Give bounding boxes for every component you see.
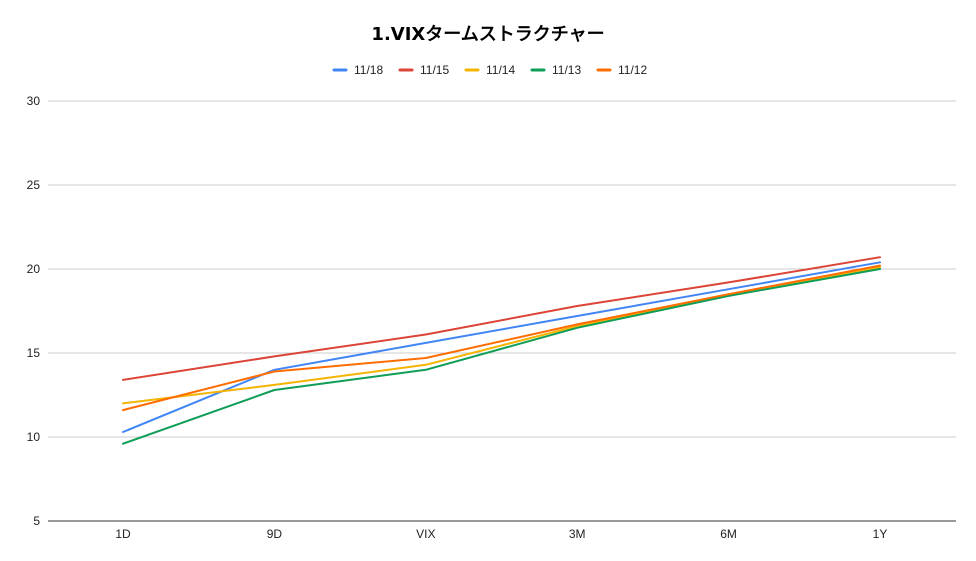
legend-item: 11/15: [398, 63, 449, 77]
y-tick-label: 15: [27, 346, 41, 360]
legend-label: 11/18: [354, 63, 383, 77]
y-tick-label: 10: [27, 430, 41, 444]
series-line-11-12: [122, 264, 881, 412]
series-line-11-15: [122, 256, 881, 381]
legend-item: 11/12: [596, 63, 647, 77]
series-line-11-13: [122, 268, 881, 445]
legend-label: 11/15: [420, 63, 449, 77]
x-tick-label: 1Y: [873, 527, 888, 541]
x-tick-label: 6M: [720, 527, 737, 541]
plot-area: [122, 256, 881, 445]
legend-item: 11/13: [530, 63, 581, 77]
x-tick-label: 3M: [569, 527, 586, 541]
x-axis: 1D 9D VIX 3M 6M 1Y: [115, 527, 887, 541]
gridlines: [48, 100, 956, 522]
x-tick-label: 1D: [115, 527, 131, 541]
legend-item: 11/14: [464, 63, 515, 77]
legend-label: 11/13: [552, 63, 581, 77]
legend-item: 11/18: [332, 63, 383, 77]
y-tick-label: 25: [27, 178, 41, 192]
y-axis: 5 10 15 20 25 30: [27, 94, 41, 528]
y-tick-label: 30: [27, 94, 41, 108]
legend-label: 11/12: [618, 63, 647, 77]
chart-title: 1.VIXタームストラクチャー: [371, 24, 604, 45]
x-tick-label: VIX: [416, 527, 435, 541]
y-tick-label: 5: [33, 514, 40, 528]
series-line-11-18: [122, 261, 881, 433]
legend-label: 11/14: [486, 63, 515, 77]
y-tick-label: 20: [27, 262, 41, 276]
x-tick-label: 9D: [267, 527, 283, 541]
legend: 11/18 11/15 11/14 11/13 11/12: [332, 63, 647, 77]
